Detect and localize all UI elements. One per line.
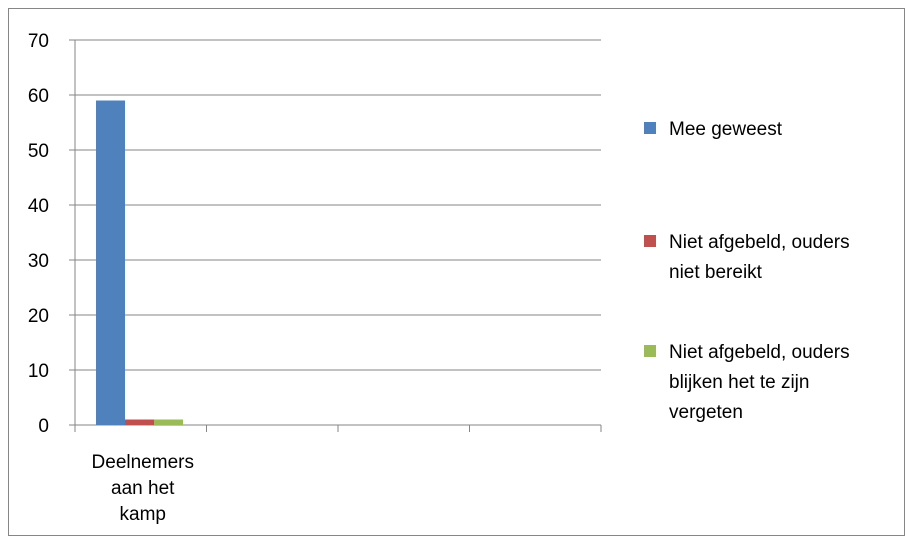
legend-swatch [644,235,656,247]
legend-label: blijken het te zijn [669,372,809,393]
y-tick-label: 50 [28,141,49,162]
y-tick-label: 40 [28,196,49,217]
x-category-label: Deelnemers [92,452,194,473]
axis-labels: 0 10 20 30 40 50 60 70 Deelnemers aan het kamp [28,31,194,525]
y-tick-label: 70 [28,31,49,52]
legend: Mee geweest Niet afgebeld, ouders niet ber… [644,119,850,423]
y-tick-label: 20 [28,306,49,327]
y-tick-label: 30 [28,251,49,272]
bar [125,419,154,425]
axes [69,39,602,432]
legend-label: niet bereikt [669,262,763,283]
legend-label: Niet afgebeld, ouders [669,232,850,253]
bars [96,100,183,425]
chart-area [8,8,905,536]
y-tick-label: 10 [28,361,49,382]
legend-swatch [644,345,656,357]
y-tick-label: 60 [28,86,49,107]
y-tick-label: 0 [38,416,49,437]
legend-label: vergeten [669,402,743,423]
gridlines [75,39,601,371]
legend-label: Niet afgebeld, ouders [669,342,850,363]
legend-swatch [644,122,656,134]
x-category-label: aan het [111,478,175,499]
bar [154,419,183,425]
bar [96,100,125,425]
x-category-label: kamp [120,504,166,525]
legend-label: Mee geweest [669,119,783,140]
